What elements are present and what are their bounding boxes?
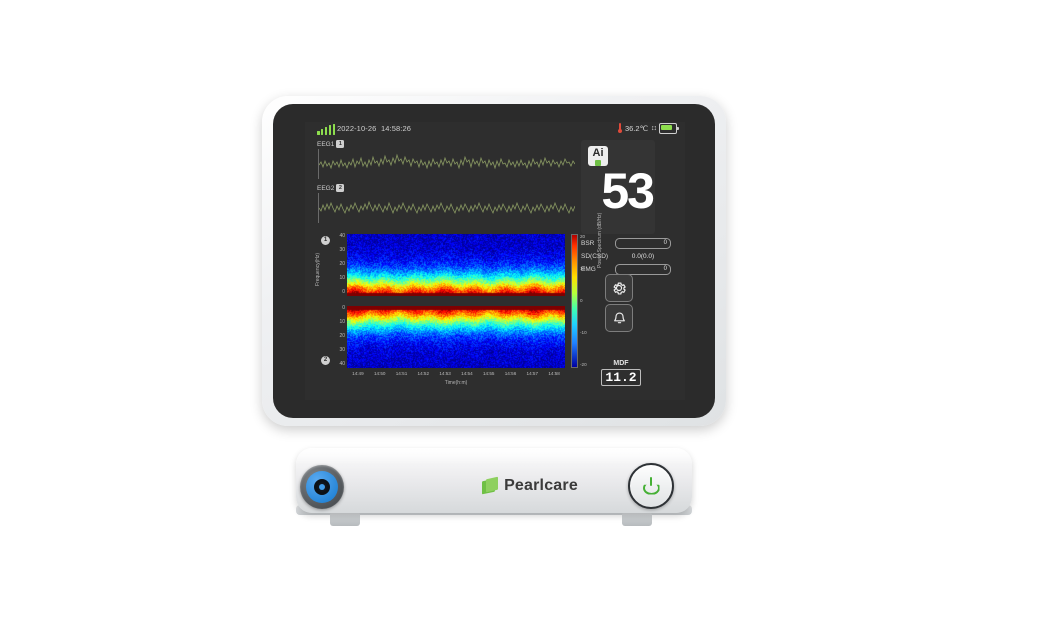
x-tick: 14:55 (482, 371, 495, 376)
parameter-list: BSR 0 SD(CSD) 0.0(0.0) EMG 0 (581, 238, 671, 277)
signal-bars-icon (317, 124, 336, 135)
eeg1-label-text: EEG1 (317, 140, 335, 148)
x-tick: 14:50 (373, 371, 386, 376)
eeg1-label: EEG1 1 (317, 140, 345, 148)
bsr-gauge: 0 (615, 238, 671, 249)
parameter-row-sd-csd: SD(CSD) 0.0(0.0) (581, 251, 671, 262)
y-tick: 30 (339, 247, 345, 253)
monitor-stand-foot-left (330, 512, 360, 526)
colorbar-tick: 10 (580, 266, 586, 271)
spectrogram-channel2-badge: 2 (321, 356, 330, 365)
spectrogram-x-axis-label: Time(h:m) (444, 380, 468, 386)
sensor-port[interactable] (300, 465, 344, 509)
eeg2-baseline-axis (318, 193, 319, 223)
colorbar-tick: 20 (580, 234, 586, 239)
status-bar: 2022-10-26 14:58:26 36.2℃ ↕↕ (305, 122, 685, 138)
index-value: 53 (601, 163, 655, 219)
x-tick: 14:58 (548, 371, 560, 376)
sd-csd-value: 0.0(0.0) (631, 253, 655, 260)
spectrogram-xticks: 14:49 14:50 14:51 14:52 14:53 14:54 14:55 14:56… (347, 371, 565, 381)
eeg2-label: EEG2 2 (317, 184, 345, 192)
colorbar-label: Power Spectrum (dB/Hz) (597, 212, 603, 268)
spectrogram-plot-channel2 (347, 306, 565, 368)
eeg2-label-text: EEG2 (317, 184, 335, 192)
colorbar-ticks: 20 10 0 -10 -20 (580, 234, 596, 368)
spectrogram-yticks-bottom: 0 10 20 30 40 (329, 306, 345, 368)
emg-gauge: 0 (615, 264, 671, 275)
spectrogram-channel1-badge: 1 (321, 236, 330, 245)
power-icon (643, 476, 660, 495)
colorbar-tick: -20 (580, 362, 587, 367)
status-date: 2022-10-26 (337, 124, 377, 133)
x-tick: 14:56 (504, 371, 517, 376)
up-down-arrows-icon: ↕↕ (651, 125, 657, 132)
alarm-button[interactable] (605, 304, 633, 332)
y-tick: 0 (342, 289, 345, 295)
emg-value: 0 (663, 266, 667, 272)
battery-icon (659, 123, 679, 134)
y-tick: 10 (339, 319, 345, 325)
y-tick: 20 (339, 333, 345, 339)
settings-button[interactable] (605, 274, 633, 302)
colorbar-tick: 0 (580, 298, 583, 303)
brand: Pearlcare (0, 474, 1060, 498)
mdf-label: MDF (613, 360, 629, 367)
x-tick: 14:54 (461, 371, 473, 376)
y-tick: 40 (339, 361, 345, 367)
brand-name: Pearlcare (504, 477, 578, 494)
eeg1-trace (319, 149, 575, 179)
x-tick: 14:53 (439, 371, 451, 376)
power-button[interactable] (628, 463, 674, 509)
y-tick: 20 (339, 261, 345, 267)
bsr-label: BSR (581, 240, 595, 247)
spectrogram-yticks-top: 40 30 20 10 0 (329, 234, 345, 296)
eeg1-baseline-axis (318, 149, 319, 179)
ai-badge-text: Ai (592, 147, 604, 159)
bell-icon (613, 311, 625, 323)
eeg1-channel-chip: 1 (336, 140, 345, 148)
y-tick: 0 (342, 305, 345, 311)
parameter-row-emg: EMG 0 (581, 264, 671, 275)
thermometer-icon (617, 123, 622, 134)
monitor-screen: 2022-10-26 14:58:26 36.2℃ ↕↕ EEG1 1 (305, 122, 685, 400)
emg-label: EMG (581, 266, 596, 273)
leaf-logo-icon (482, 476, 499, 495)
gear-icon (613, 282, 626, 295)
index-panel[interactable]: Ai 53 (581, 140, 655, 234)
eeg2-channel-chip: 2 (336, 184, 345, 192)
mdf-value: 11.2 (601, 369, 641, 386)
spectrogram-y-axis-label: Frequency(Hz) (315, 252, 321, 286)
ai-index-icon: Ai (588, 146, 608, 166)
x-tick: 14:51 (395, 371, 408, 376)
sensor-port-core (314, 479, 330, 495)
colorbar-tick: -10 (580, 330, 587, 335)
monitor-stand-foot-right (622, 512, 652, 526)
y-tick: 10 (339, 275, 345, 281)
spectrogram: Frequency(Hz) 1 2 40 30 20 10 0 0 10 20 30 40 14… (315, 213, 605, 392)
bsr-value: 0 (663, 240, 667, 246)
temperature-value: 36.2℃ (624, 124, 648, 133)
sd-csd-label: SD(CSD) (581, 253, 609, 260)
status-right-group: 36.2℃ ↕↕ (617, 123, 679, 134)
x-tick: 14:57 (526, 371, 539, 376)
spectrogram-plot-channel1 (347, 234, 565, 296)
eeg-waveform-area: EEG1 1 EEG2 2 (315, 140, 575, 226)
y-tick: 30 (339, 347, 345, 353)
x-tick: 14:52 (417, 371, 430, 376)
y-tick: 40 (339, 233, 345, 239)
mdf-display: MDF 11.2 (601, 360, 641, 386)
sensor-port-ring (306, 471, 338, 503)
x-tick: 14:49 (352, 371, 364, 376)
parameter-row-bsr: BSR 0 (581, 238, 671, 249)
eeg2-trace (319, 193, 575, 223)
power-colorbar (571, 234, 578, 368)
status-time: 14:58:26 (381, 124, 411, 133)
